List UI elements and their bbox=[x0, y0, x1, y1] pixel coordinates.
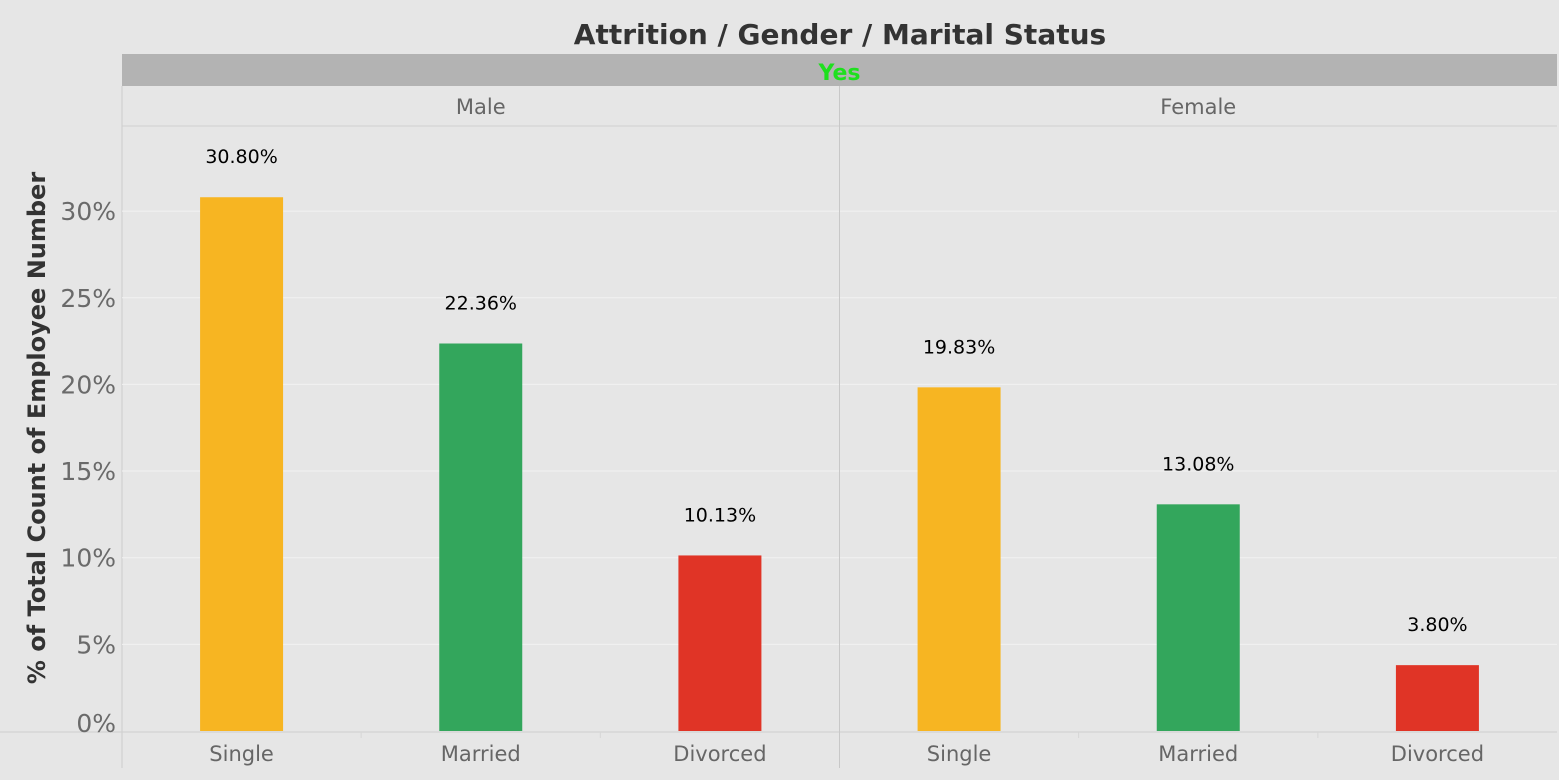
y-tick-label: 30% bbox=[60, 197, 116, 226]
y-tick-label: 0% bbox=[76, 709, 116, 738]
bar-female-divorced bbox=[1395, 665, 1479, 731]
bar-female-married bbox=[1156, 504, 1240, 731]
bar-male-married bbox=[439, 343, 523, 731]
data-label: 3.80% bbox=[1407, 614, 1467, 636]
y-tick-label: 5% bbox=[76, 630, 116, 659]
x-tick-label: Single bbox=[927, 742, 992, 766]
y-tick-label: 20% bbox=[60, 370, 116, 399]
outer-facet-header-bar bbox=[122, 54, 1557, 86]
data-label: 22.36% bbox=[445, 293, 517, 315]
data-label: 19.83% bbox=[923, 336, 995, 358]
x-tick-label: Single bbox=[209, 742, 274, 766]
y-tick-label: 25% bbox=[60, 284, 116, 313]
facet-label-male: Male bbox=[456, 95, 506, 119]
chart-title: Attrition / Gender / Marital Status bbox=[574, 18, 1106, 51]
x-tick-label: Married bbox=[1158, 742, 1238, 766]
x-tick-label: Divorced bbox=[673, 742, 766, 766]
facet-label-female: Female bbox=[1160, 95, 1236, 119]
bar-female-single bbox=[917, 387, 1001, 731]
bar-male-divorced bbox=[678, 555, 762, 731]
data-label: 30.80% bbox=[205, 146, 277, 168]
bar-male-single bbox=[200, 197, 284, 732]
outer-facet-label: Yes bbox=[818, 61, 861, 86]
x-tick-label: Married bbox=[441, 742, 521, 766]
y-axis-label: % of Total Count of Employee Number bbox=[23, 172, 51, 684]
y-tick-label: 15% bbox=[60, 457, 116, 486]
data-label: 10.13% bbox=[684, 504, 756, 526]
y-tick-label: 10% bbox=[60, 544, 116, 573]
x-tick-label: Divorced bbox=[1391, 742, 1484, 766]
data-label: 13.08% bbox=[1162, 453, 1234, 475]
